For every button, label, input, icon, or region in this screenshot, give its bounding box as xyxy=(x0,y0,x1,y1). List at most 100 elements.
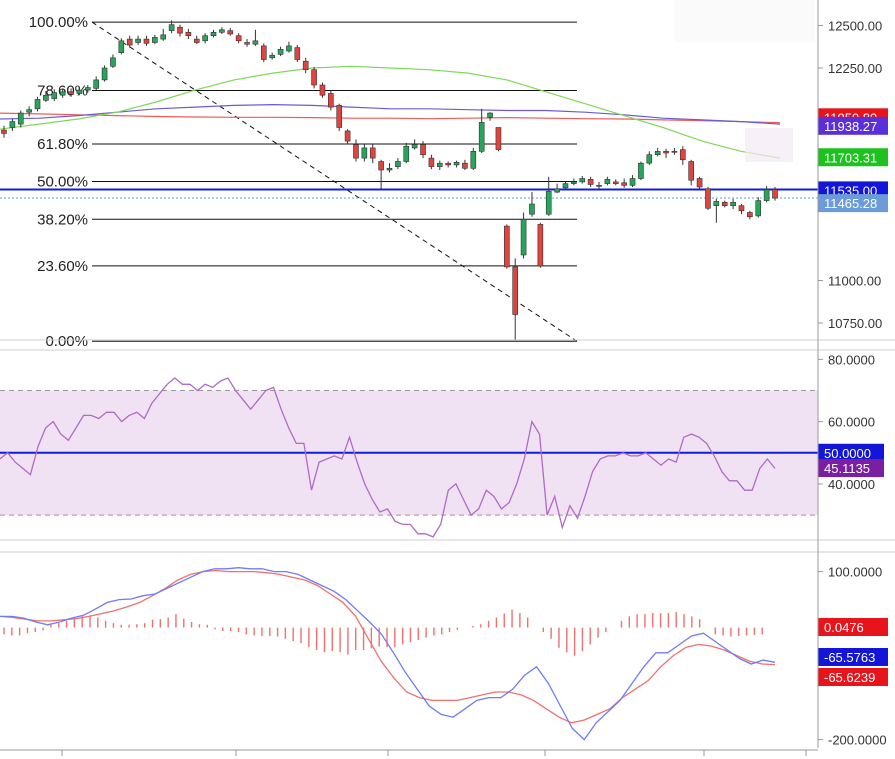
ma-purple-line xyxy=(0,103,781,125)
price-tag-box xyxy=(818,116,888,135)
candle-body xyxy=(629,178,636,186)
candle xyxy=(118,38,125,55)
price-panel[interactable]: 100.00%78.60%61.80%50.00%38.20%23.60%0.0… xyxy=(0,0,888,350)
candle xyxy=(420,141,426,159)
macd-tag-box xyxy=(818,648,888,666)
candle-body xyxy=(579,178,586,183)
price-tag: 11465.28 xyxy=(818,194,888,213)
candle-body xyxy=(587,179,594,185)
macd-panel[interactable]: 100.0000 -200.0000 0.0476 -65.5763 -65.6239 xyxy=(0,565,888,748)
candle xyxy=(512,258,519,340)
rsi-tick-label: 60.0000 xyxy=(828,415,875,430)
candle-body xyxy=(118,40,125,53)
candle-body xyxy=(721,202,728,207)
candle-body xyxy=(445,162,451,166)
candle-body xyxy=(126,38,133,46)
candlestick-series xyxy=(1,20,778,340)
candle xyxy=(110,54,116,68)
candle xyxy=(554,183,560,193)
candle-body xyxy=(135,38,141,43)
candle-body xyxy=(260,45,267,60)
candle xyxy=(101,65,108,82)
macd-tag-label: -65.6239 xyxy=(824,670,875,685)
candle xyxy=(462,159,468,170)
price-tag-label: 11938.27 xyxy=(824,119,877,134)
candle-body xyxy=(738,205,745,212)
candle xyxy=(143,35,150,46)
candle xyxy=(428,154,435,170)
candle xyxy=(68,88,74,97)
candle xyxy=(403,142,410,164)
candle xyxy=(529,192,535,217)
candle xyxy=(227,28,234,36)
price-tag-label: 11703.31 xyxy=(824,150,877,165)
candle-body xyxy=(219,29,225,33)
candle xyxy=(604,176,611,186)
candle-body xyxy=(478,122,485,152)
candle xyxy=(235,33,242,44)
candle-body xyxy=(646,154,653,164)
candle xyxy=(26,106,32,117)
candle xyxy=(336,103,343,131)
candle xyxy=(202,33,208,44)
candle-body xyxy=(571,181,577,184)
candle xyxy=(587,176,594,187)
macd-tag-label: -65.5763 xyxy=(824,650,875,665)
macd-line xyxy=(0,567,776,741)
candle-body xyxy=(227,30,234,35)
price-tick-label: 10750.00 xyxy=(828,316,882,331)
rsi-value-tag: 50.0000 xyxy=(818,443,884,462)
candle xyxy=(328,90,334,111)
candle xyxy=(680,146,686,165)
time-axis xyxy=(0,749,818,756)
candle-body xyxy=(51,92,58,99)
candle xyxy=(504,224,510,269)
candle xyxy=(135,35,141,46)
candle xyxy=(386,163,393,173)
candle-body xyxy=(319,84,326,96)
rsi-tick-label: 80.0000 xyxy=(828,352,875,367)
candle-body xyxy=(110,57,116,67)
candle xyxy=(1,125,7,138)
candle-body xyxy=(453,162,460,166)
candle xyxy=(252,29,259,46)
candle xyxy=(470,147,477,170)
candle-body xyxy=(386,168,393,171)
candle xyxy=(277,46,284,57)
candle xyxy=(319,82,326,98)
candle xyxy=(738,204,745,215)
macd-tag-label: 0.0476 xyxy=(824,620,864,635)
candle-body xyxy=(663,151,669,154)
candle xyxy=(344,129,351,145)
candle-body xyxy=(596,185,602,187)
candle xyxy=(730,198,736,210)
macd-signal-line xyxy=(0,569,776,724)
candle xyxy=(361,144,368,162)
candle-body xyxy=(235,35,242,42)
candle-body xyxy=(621,182,627,186)
candle xyxy=(93,76,99,91)
candle xyxy=(478,108,485,153)
rsi-tick-label: 40.0000 xyxy=(828,477,875,492)
candle xyxy=(219,27,225,34)
blurred-overlay xyxy=(675,0,815,42)
candle-body xyxy=(520,219,527,256)
candle xyxy=(353,139,359,162)
candle xyxy=(646,151,653,165)
candle-body xyxy=(177,26,183,34)
ma-green-line xyxy=(0,65,781,159)
candle xyxy=(621,178,627,188)
macd-value-tag: -65.5763 xyxy=(818,648,888,666)
candle xyxy=(17,110,24,128)
candle xyxy=(545,176,552,216)
candle-body xyxy=(43,94,49,101)
candle xyxy=(126,35,133,48)
macd-tick-label: 100.0000 xyxy=(828,565,882,580)
fib-level-label: 50.00% xyxy=(37,174,88,191)
candle-body xyxy=(17,112,24,125)
candle xyxy=(696,176,703,191)
fib-level-label: 100.00% xyxy=(29,14,88,31)
candle-body xyxy=(294,47,301,60)
